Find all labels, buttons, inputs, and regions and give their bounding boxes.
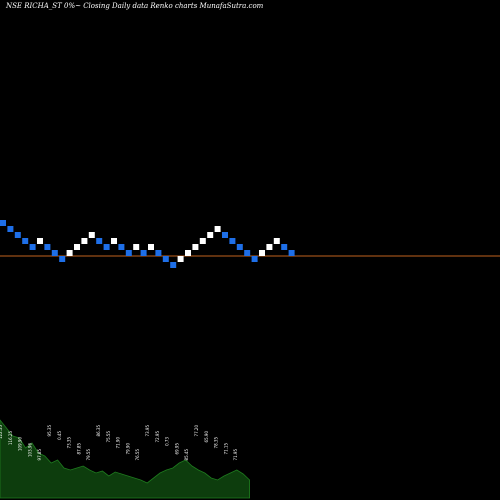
- volume-label: 85.45: [184, 449, 189, 461]
- renko-brick-down: [140, 250, 147, 256]
- volume-label: 69.95: [174, 443, 179, 455]
- renko-brick-down: [222, 232, 228, 238]
- volume-label: 79.90: [125, 443, 130, 455]
- renko-brick-up: [185, 250, 191, 256]
- volume-label: 71.95: [233, 449, 238, 461]
- renko-brick-down: [244, 250, 251, 256]
- renko-brick-down: [51, 250, 58, 256]
- volume-label: 73.35: [67, 437, 72, 449]
- renko-brick-up: [37, 238, 43, 244]
- renko-brick-up: [207, 232, 214, 238]
- renko-brick-down: [29, 244, 36, 250]
- volume-area: [0, 419, 250, 499]
- volume-panel: 122.55 116.25 109.90 103.96 97.85 95.35 0.45 73…: [0, 419, 250, 499]
- renko-brick-up: [177, 256, 184, 262]
- renko-brick-up: [81, 238, 88, 244]
- price-panel: [0, 220, 500, 268]
- volume-label: 78.35: [214, 437, 219, 449]
- renko-brick-down: [281, 244, 288, 250]
- renko-brick-down: [288, 250, 295, 256]
- renko-brick-down: [125, 250, 132, 256]
- volume-label: 95.35: [47, 425, 52, 437]
- volume-label: 79.55: [86, 449, 91, 461]
- renko-brick-down: [162, 256, 169, 262]
- renko-brick-down: [118, 244, 125, 250]
- renko-brick-up: [74, 244, 80, 250]
- volume-label: 76.55: [135, 449, 140, 461]
- renko-brick-up: [192, 244, 199, 250]
- renko-brick-down: [96, 238, 103, 244]
- renko-brick-up: [148, 244, 154, 250]
- volume-label: 97.85: [37, 449, 42, 461]
- renko-brick-down: [103, 244, 110, 250]
- renko-brick-down: [59, 256, 66, 262]
- renko-brick-down: [251, 256, 258, 262]
- volume-label: 87.85: [76, 443, 81, 455]
- chart-title: NSE RICHA_ST 0%~ Closing Daily data Renk…: [6, 2, 264, 10]
- renko-brick-down: [0, 220, 6, 226]
- renko-brick-up: [266, 244, 273, 250]
- volume-label: 109.90: [18, 437, 23, 451]
- renko-brick-down: [7, 226, 14, 232]
- volume-label: 122.55: [0, 425, 3, 439]
- volume-label: 116.25: [8, 431, 13, 445]
- volume-label: 71.15: [223, 443, 228, 455]
- renko-brick-up: [199, 238, 206, 244]
- volume-label: 71.90: [116, 437, 121, 449]
- renko-brick-down: [236, 244, 243, 250]
- renko-brick-down: [170, 262, 177, 268]
- volume-label: 72.95: [155, 431, 160, 443]
- renko-brick-down: [44, 244, 51, 250]
- volume-label: 77.20: [194, 425, 199, 437]
- volume-label: 86.35: [96, 425, 101, 437]
- volume-label: 73.95: [145, 425, 150, 437]
- renko-brick-up: [66, 250, 73, 256]
- renko-brick-up: [88, 232, 95, 238]
- renko-brick-up: [133, 244, 140, 250]
- renko-brick-down: [155, 250, 162, 256]
- renko-brick-down: [14, 232, 21, 238]
- renko-brick-down: [229, 238, 236, 244]
- renko-brick-down: [22, 238, 29, 244]
- volume-label: 75.55: [106, 431, 111, 443]
- volume-label: 0.45: [57, 431, 62, 440]
- volume-label: 103.96: [27, 443, 32, 457]
- renko-brick-up: [273, 238, 280, 244]
- renko-brick-up: [111, 238, 117, 244]
- renko-brick-up: [214, 226, 221, 232]
- volume-label: 65.90: [204, 431, 209, 443]
- renko-brick-up: [259, 250, 265, 256]
- volume-label: 0.73: [165, 437, 170, 446]
